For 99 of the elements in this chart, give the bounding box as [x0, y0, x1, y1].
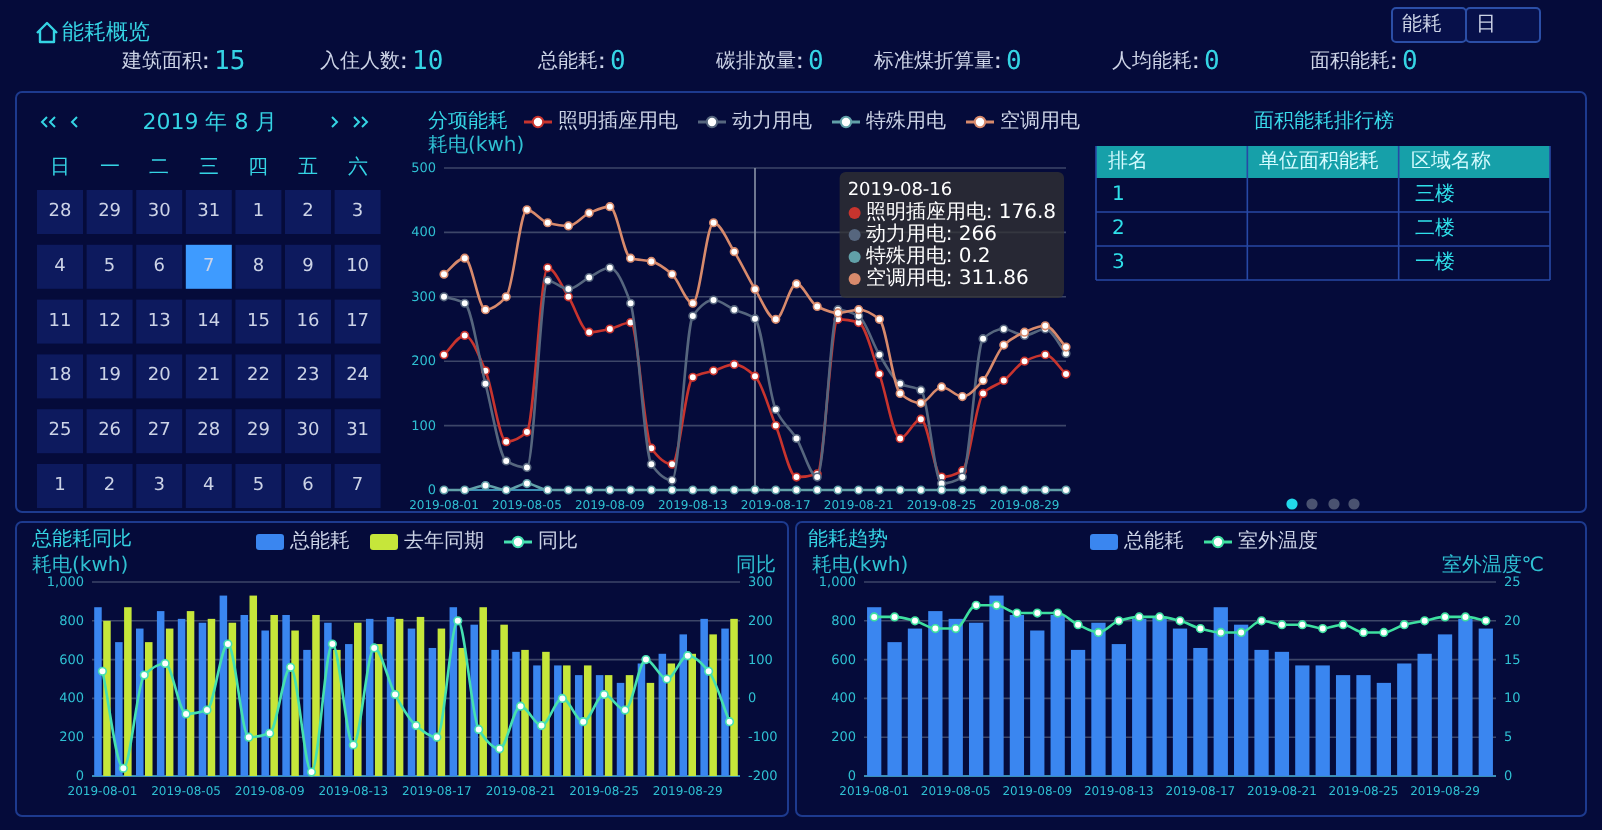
legend-text: 总能耗	[1124, 531, 1184, 553]
cell-label: 15	[246, 311, 270, 332]
cell-label: 22	[246, 366, 270, 387]
cell-label: 10	[346, 256, 370, 277]
cell-label: 28	[197, 421, 221, 442]
cell-label: 14	[197, 311, 221, 332]
kpi-label: 碳排放量	[716, 51, 796, 73]
cell-label: 4	[203, 476, 215, 496]
column-label: 一	[99, 157, 120, 179]
tooltip-text: 空调用电: 311.86	[865, 268, 1029, 290]
cell-label: 29	[98, 202, 122, 222]
table-header: 区域名称	[1410, 151, 1491, 173]
table-header: 单位面积能耗	[1259, 151, 1380, 173]
cell-label: 31	[346, 421, 370, 442]
title: 总能耗同比	[32, 529, 132, 551]
kpi-label: 入住人数	[320, 51, 400, 73]
cell-label: 29	[246, 421, 270, 442]
tooltip-text: 2019-08-16	[847, 181, 953, 201]
title: 能耗概览	[62, 19, 150, 45]
cell-label: 31	[197, 202, 221, 222]
cell-label: 13	[147, 311, 171, 332]
title: 能耗趋势	[808, 529, 888, 551]
kpi-value: 0	[1204, 47, 1220, 77]
table-cell: 二楼	[1414, 218, 1455, 240]
cell-label: 12	[98, 311, 122, 332]
title: 分项能耗	[428, 111, 508, 133]
tooltip-text: 动力用电: 266	[865, 224, 997, 246]
table-header: 排名	[1108, 151, 1148, 173]
cell-label: 6	[302, 476, 314, 496]
cell-label: 23	[296, 366, 320, 387]
cell-label: 27	[147, 421, 171, 442]
table-cell: 三楼	[1414, 184, 1455, 206]
column-label: 四	[248, 157, 269, 179]
kpi-label: 面积能耗	[1310, 51, 1390, 73]
y-label: 耗电(kwh)	[428, 135, 525, 157]
cell-label: 25	[48, 421, 72, 442]
tooltip-text: 照明插座用电: 176.8	[865, 202, 1056, 224]
cell-label: 7	[351, 476, 364, 496]
cell-label: 28	[48, 202, 72, 222]
tooltip-text: 特殊用电: 0.2	[865, 246, 991, 268]
cell-label: 19	[98, 366, 122, 387]
cell-label: 24	[346, 366, 370, 387]
cell-label: 16	[296, 311, 320, 332]
cell-label: 1	[54, 476, 66, 496]
cell-label: 9	[302, 256, 314, 277]
kpi-label: 标准煤折算量	[874, 51, 994, 73]
cell-label: 17	[346, 311, 370, 332]
column-label: 五	[298, 157, 318, 179]
legend-text: 总能耗	[290, 531, 350, 553]
cell-label: 7	[203, 256, 215, 277]
kpi-label: 建筑面积	[122, 51, 202, 73]
cell-label: 8	[252, 256, 265, 277]
title: 面积能耗排行榜	[1254, 111, 1394, 133]
legend-text: 同比	[538, 531, 578, 553]
table-cell: 2	[1112, 218, 1125, 240]
kpi-label: 总能耗	[538, 51, 598, 73]
cell-label: 30	[147, 202, 171, 222]
cell-label: 20	[147, 366, 171, 387]
legend-text: 特殊用电	[866, 111, 946, 133]
kpi-value: 15	[214, 47, 246, 77]
cell-label: 5	[103, 256, 116, 277]
cell-label: 30	[296, 421, 320, 442]
legend-text: 室外温度	[1238, 531, 1318, 553]
cell-label: 2	[302, 202, 314, 222]
y-label: 耗电(kwh)	[812, 555, 909, 577]
dropdown-label: 能耗	[1402, 14, 1442, 36]
kpi-value: 10	[412, 47, 444, 77]
column-label: 六	[347, 157, 368, 179]
kpi-value: 0	[808, 47, 824, 77]
column-label: 二	[149, 157, 170, 179]
table-cell: 一楼	[1414, 252, 1455, 274]
title: 2019 年 8 月	[142, 109, 278, 135]
cell-label: 6	[153, 256, 165, 277]
cell-label: 2	[103, 476, 116, 496]
column-label: 三	[198, 157, 219, 179]
cell-label: 5	[252, 476, 265, 496]
legend-text: 去年同期	[404, 531, 484, 553]
kpi-value: 0	[1402, 47, 1418, 77]
legend-text: 照明插座用电	[558, 111, 678, 133]
cell-label: 1	[252, 202, 265, 222]
kpi-value: 0	[1006, 47, 1022, 77]
legend-text: 空调用电	[1000, 111, 1080, 133]
cell-label: 3	[351, 202, 364, 222]
cell-label: 26	[98, 421, 122, 442]
cell-label: 3	[153, 476, 165, 496]
cell-label: 11	[48, 311, 72, 332]
y-label: 耗电(kwh)	[32, 555, 129, 577]
kpi-value: 0	[610, 47, 626, 77]
y2-label: 同比	[736, 555, 776, 577]
dropdown-label: 日	[1476, 14, 1496, 36]
table-cell: 3	[1112, 252, 1125, 274]
cell-label: 18	[48, 366, 72, 387]
y2-label: 室外温度℃	[1441, 555, 1544, 577]
column-label: 日	[50, 157, 70, 179]
cell-label: 4	[54, 256, 66, 277]
table-cell: 1	[1112, 184, 1125, 206]
cell-label: 21	[197, 366, 221, 387]
kpi-label: 人均能耗	[1112, 51, 1192, 73]
legend-text: 动力用电	[732, 111, 812, 133]
